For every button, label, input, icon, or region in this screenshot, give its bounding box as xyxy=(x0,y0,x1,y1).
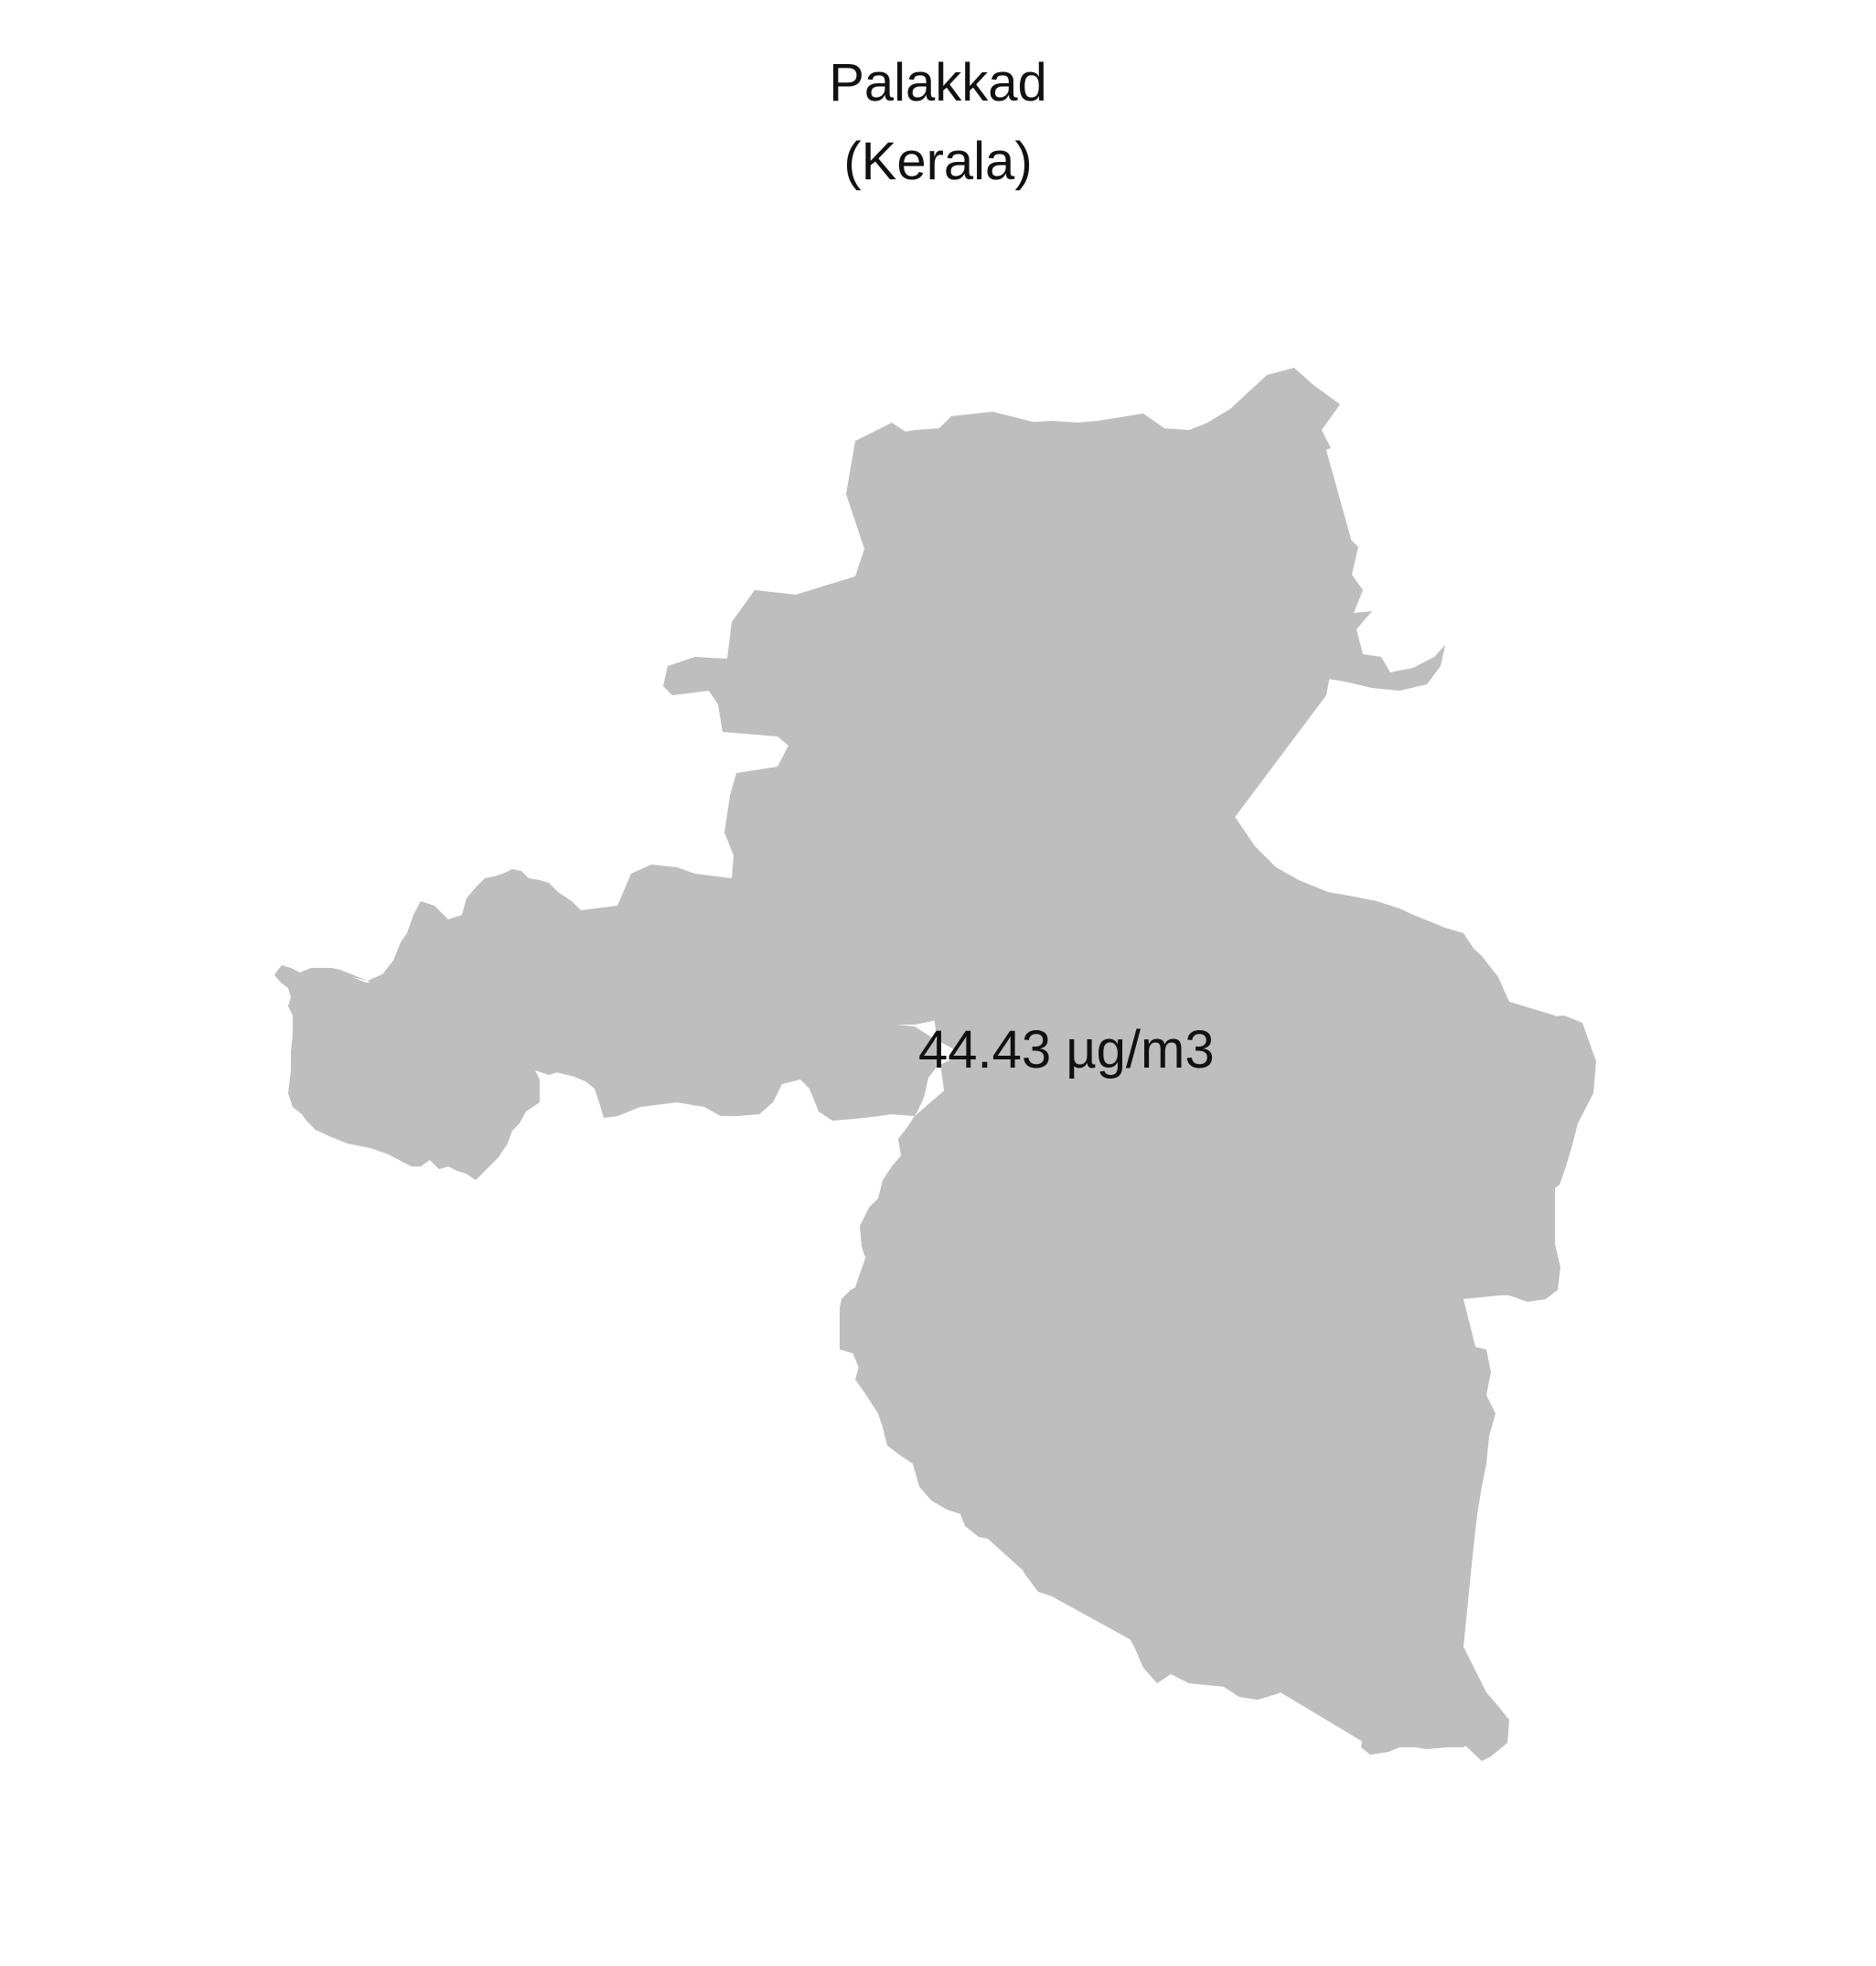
pm25-value-label: 44.43 µg/m3 xyxy=(918,1020,1215,1080)
map-subtitle: (Kerala) xyxy=(843,132,1033,191)
map-title-block: Palakkad (Kerala) xyxy=(0,44,1876,201)
map-title: Palakkad xyxy=(829,53,1047,113)
district-body-fill xyxy=(340,384,1592,1747)
